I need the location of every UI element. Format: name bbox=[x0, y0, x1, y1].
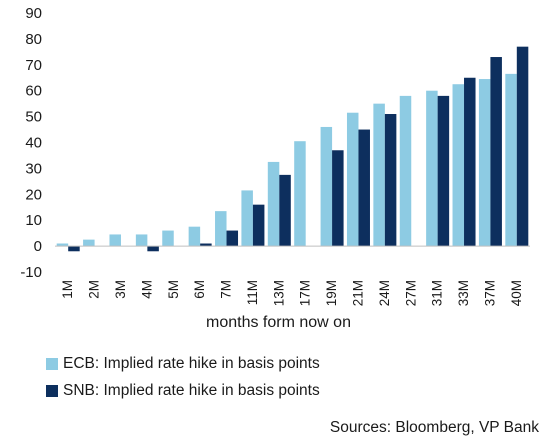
y-tick-label: 60 bbox=[25, 83, 42, 100]
ecb-bar-17M bbox=[294, 141, 306, 247]
snb-bar-11M bbox=[252, 204, 265, 247]
ecb-bar-24M bbox=[373, 103, 385, 247]
snb-bar-40M bbox=[516, 46, 529, 247]
ecb-bar-13M bbox=[267, 161, 280, 247]
y-axis-ticks: -10 0 10 20 30 40 50 60 70 80 90 bbox=[20, 5, 42, 281]
snb-bar-33M bbox=[464, 77, 476, 247]
ecb-bar-27M bbox=[399, 95, 412, 247]
x-tick-label: 24M bbox=[377, 280, 392, 306]
snb-bar-37M bbox=[490, 57, 502, 247]
ecb-bar-37M bbox=[478, 79, 491, 247]
bars-group bbox=[56, 46, 529, 252]
y-tick-label: 90 bbox=[25, 5, 42, 22]
x-tick-label: 33M bbox=[456, 280, 471, 306]
y-tick-label: 10 bbox=[25, 212, 42, 229]
ecb-bar-4M bbox=[135, 234, 148, 247]
y-tick-label: 80 bbox=[25, 31, 42, 48]
snb-bar-19M bbox=[332, 150, 344, 247]
y-tick-label: 50 bbox=[25, 109, 42, 126]
legend-swatch-ecb bbox=[46, 357, 58, 370]
x-tick-label: 37M bbox=[482, 280, 497, 306]
x-tick-label: 11M bbox=[245, 280, 260, 305]
x-tick-label: 21M bbox=[350, 280, 365, 306]
y-tick-label: 70 bbox=[25, 57, 42, 74]
snb-bar-24M bbox=[384, 114, 397, 247]
x-tick-label: 13M bbox=[271, 280, 286, 306]
y-tick-label: 0 bbox=[34, 238, 42, 255]
ecb-bar-40M bbox=[505, 73, 517, 247]
x-tick-label: 2M bbox=[87, 280, 102, 299]
legend-swatch-snb bbox=[46, 384, 58, 397]
ecb-bar-3M bbox=[109, 234, 121, 247]
ecb-bar-6M bbox=[188, 226, 201, 247]
ecb-bar-19M bbox=[320, 126, 333, 247]
x-tick-label: 40M bbox=[509, 280, 524, 306]
snb-bar-13M bbox=[279, 174, 291, 247]
x-tick-label: 1M bbox=[60, 280, 75, 299]
x-tick-label: 7M bbox=[219, 280, 234, 299]
x-tick-label: 17M bbox=[298, 280, 313, 306]
ecb-bar-31M bbox=[426, 90, 438, 247]
x-tick-label: 19M bbox=[324, 280, 339, 306]
legend: ECB: Implied rate hike in basis points S… bbox=[46, 350, 320, 404]
ecb-bar-2M bbox=[83, 239, 95, 247]
x-axis-ticks: 1M 2M 3M 4M 5M 6M 7M 11M 13M 17M 19M 21M 24M 27M 31M 33… bbox=[60, 280, 524, 306]
ecb-bar-11M bbox=[241, 190, 253, 247]
snb-bar-1M bbox=[68, 246, 80, 252]
ecb-bar-5M bbox=[162, 230, 174, 247]
ecb-bar-1M bbox=[56, 243, 69, 247]
bar-chart: -10 0 10 20 30 40 50 60 70 80 90 1M 2M 3M 4M 5M 6M 7M 11M… bbox=[20, 5, 530, 306]
snb-bar-21M bbox=[358, 129, 370, 247]
ecb-bar-7M bbox=[215, 211, 227, 247]
y-tick-label: 20 bbox=[25, 186, 42, 203]
snb-bar-6M bbox=[200, 243, 212, 247]
legend-item-ecb: ECB: Implied rate hike in basis points bbox=[46, 350, 320, 377]
x-tick-label: 4M bbox=[139, 280, 154, 299]
legend-label-ecb: ECB: Implied rate hike in basis points bbox=[63, 354, 320, 372]
x-tick-label: 27M bbox=[403, 280, 418, 306]
x-axis-title: months form now on bbox=[206, 314, 351, 331]
x-tick-label: 3M bbox=[113, 280, 128, 299]
x-tick-label: 6M bbox=[192, 280, 207, 299]
source-note: Sources: Bloomberg, VP Bank bbox=[329, 419, 539, 436]
y-tick-label: 40 bbox=[25, 135, 42, 152]
ecb-bar-33M bbox=[452, 84, 465, 247]
ecb-bar-21M bbox=[346, 112, 359, 247]
snb-bar-31M bbox=[437, 95, 450, 247]
snb-bar-7M bbox=[226, 230, 239, 247]
snb-bar-4M bbox=[147, 246, 159, 252]
x-tick-label: 5M bbox=[166, 280, 181, 299]
x-tick-label: 31M bbox=[430, 280, 445, 306]
y-tick-label: 30 bbox=[25, 160, 42, 177]
legend-item-snb: SNB: Implied rate hike in basis points bbox=[46, 377, 320, 404]
y-tick-label: -10 bbox=[20, 264, 42, 281]
legend-label-snb: SNB: Implied rate hike in basis points bbox=[63, 381, 320, 399]
